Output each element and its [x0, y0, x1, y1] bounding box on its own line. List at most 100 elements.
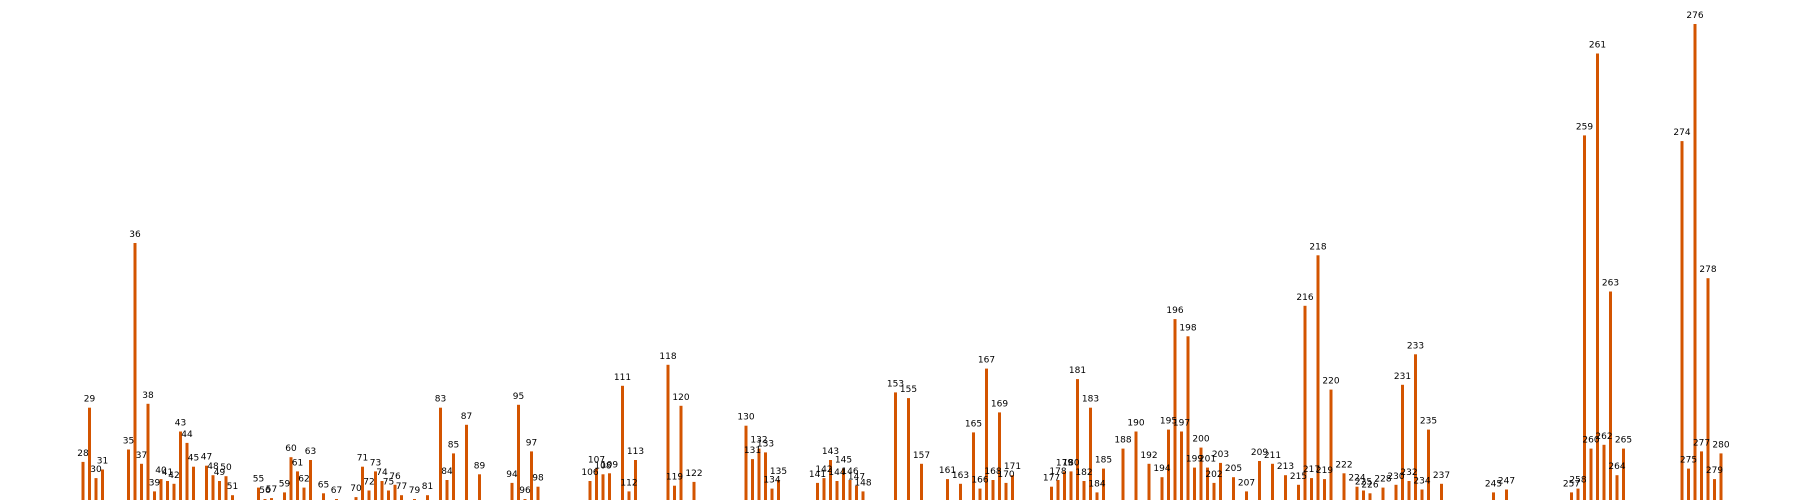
- bar-170: [1004, 482, 1008, 500]
- bar-label-182: 182: [1075, 468, 1092, 478]
- bar-label-178: 178: [1049, 467, 1066, 477]
- bar-112: [627, 491, 631, 500]
- bar-label-108: 108: [594, 461, 611, 471]
- bar-119: [673, 485, 676, 500]
- bar-label-203: 203: [1212, 450, 1229, 460]
- bar-277: [1700, 451, 1703, 500]
- bar-label-205: 205: [1225, 464, 1242, 474]
- bar-228: [1381, 487, 1385, 500]
- bar-label-257: 257: [1563, 479, 1580, 489]
- bar-59: [283, 492, 286, 500]
- bar-203: [1219, 462, 1222, 500]
- bar-45: [192, 466, 195, 500]
- bar-263: [1609, 291, 1612, 500]
- bar-label-56: 56: [259, 486, 271, 496]
- bar-label-262: 262: [1595, 432, 1612, 442]
- bar-278: [1706, 278, 1710, 500]
- bar-257: [1570, 492, 1573, 500]
- bar-label-177: 177: [1043, 474, 1060, 484]
- bar-113: [634, 460, 637, 500]
- bar-label-196: 196: [1166, 306, 1183, 316]
- bar-185: [1102, 468, 1105, 500]
- bar-label-190: 190: [1127, 419, 1144, 429]
- bar-135: [777, 480, 780, 500]
- bar-181: [1076, 379, 1079, 500]
- bar-169: [998, 412, 1001, 500]
- bar-42: [172, 483, 176, 500]
- bar-label-112: 112: [620, 478, 637, 488]
- bar-215: [1297, 484, 1300, 500]
- bar-166: [978, 488, 982, 500]
- bar-label-234: 234: [1413, 477, 1430, 487]
- bar-label-259: 259: [1576, 122, 1593, 132]
- bar-label-194: 194: [1153, 464, 1170, 474]
- bar-83: [439, 407, 442, 500]
- bar-49: [218, 481, 221, 500]
- bar-label-261: 261: [1589, 41, 1606, 51]
- bar-224: [1355, 486, 1359, 500]
- bar-label-207: 207: [1238, 478, 1255, 488]
- bar-label-192: 192: [1140, 451, 1157, 461]
- bar-label-31: 31: [97, 457, 108, 467]
- bar-label-55: 55: [253, 475, 264, 485]
- bar-label-167: 167: [978, 356, 995, 366]
- bar-95: [517, 404, 520, 500]
- bar-87: [465, 424, 468, 500]
- bar-label-133: 133: [757, 439, 774, 449]
- bar-220: [1329, 389, 1333, 500]
- bar-label-76: 76: [389, 472, 401, 482]
- bar-261: [1596, 53, 1599, 500]
- bar-211: [1271, 463, 1274, 500]
- bar-label-247: 247: [1498, 477, 1515, 487]
- bar-183: [1089, 407, 1092, 500]
- bar-label-70: 70: [350, 484, 362, 494]
- bar-label-180: 180: [1062, 458, 1079, 468]
- bar-202: [1212, 482, 1216, 500]
- bar-label-168: 168: [984, 467, 1001, 477]
- bar-144: [835, 481, 839, 500]
- bar-148: [861, 491, 865, 500]
- bar-234: [1420, 489, 1424, 500]
- bar-217: [1310, 478, 1313, 500]
- bar-label-118: 118: [659, 352, 676, 362]
- bar-label-146: 146: [841, 467, 858, 477]
- bar-207: [1245, 491, 1248, 500]
- bar-120: [679, 405, 683, 500]
- bar-label-60: 60: [285, 444, 297, 454]
- bars-group: [81, 24, 1723, 500]
- bar-130: [744, 425, 748, 500]
- bar-label-75: 75: [383, 478, 394, 488]
- bar-label-95: 95: [513, 392, 524, 402]
- bar-188: [1121, 448, 1125, 500]
- bar-180: [1069, 471, 1073, 500]
- bar-279: [1713, 479, 1716, 500]
- bar-179: [1063, 471, 1066, 500]
- bar-label-278: 278: [1699, 265, 1716, 275]
- bar-265: [1622, 448, 1625, 500]
- bar-label-226: 226: [1361, 480, 1378, 490]
- bar-165: [972, 432, 975, 500]
- bar-213: [1284, 475, 1287, 500]
- bar-178: [1056, 480, 1060, 500]
- bar-label-217: 217: [1303, 465, 1320, 475]
- bar-label-134: 134: [763, 476, 780, 486]
- bar-218: [1316, 255, 1320, 500]
- bar-77: [400, 495, 403, 500]
- bar-122: [692, 481, 696, 500]
- bar-label-98: 98: [532, 474, 544, 484]
- bar-74: [380, 481, 384, 500]
- bar-197: [1180, 431, 1183, 500]
- bar-label-224: 224: [1348, 474, 1365, 484]
- bar-43: [179, 431, 182, 500]
- bar-30: [94, 478, 98, 500]
- bar-label-153: 153: [887, 379, 904, 389]
- bar-label-44: 44: [181, 430, 193, 440]
- bar-label-122: 122: [685, 469, 702, 479]
- bar-label-119: 119: [666, 473, 683, 483]
- bar-label-83: 83: [435, 395, 446, 405]
- bar-label-198: 198: [1179, 323, 1196, 333]
- bar-label-38: 38: [142, 391, 154, 401]
- bar-label-245: 245: [1485, 479, 1502, 489]
- bar-label-74: 74: [376, 468, 388, 478]
- bar-198: [1186, 336, 1190, 500]
